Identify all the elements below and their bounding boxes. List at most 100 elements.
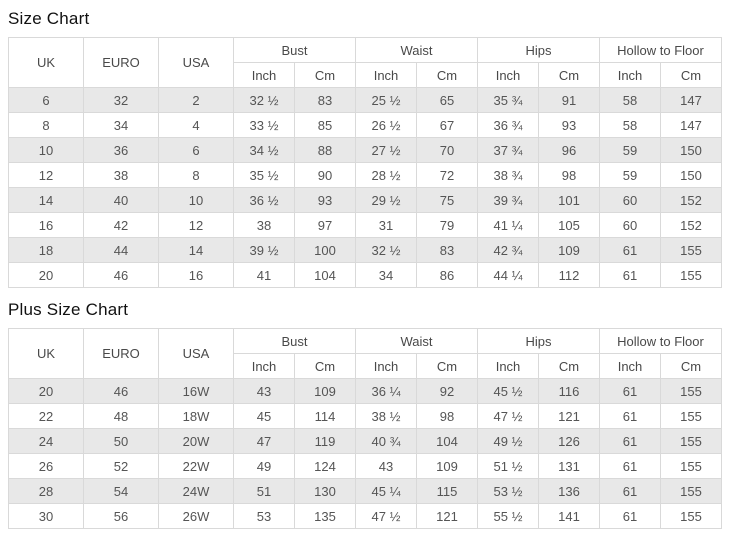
subcolumn-header-inch: Inch (233, 353, 295, 379)
subcolumn-header-cm: Cm (538, 353, 600, 379)
table-cell: 155 (660, 453, 722, 479)
table-cell: 86 (416, 262, 478, 288)
table-cell: 58 (599, 87, 661, 113)
table-row: 10 36 6 34 ½ 88 27 ½ 70 37 ¾ 96 59 150 (8, 137, 722, 163)
table-row: 28 54 24W 51 130 45 ¼ 115 53 ½ 136 61 155 (8, 478, 722, 504)
table-cell: 41 (233, 262, 295, 288)
table-cell: 12 (8, 162, 84, 188)
table-cell: 36 ¾ (477, 112, 539, 138)
column-header-uk: UK (8, 328, 84, 379)
table-cell: 101 (538, 187, 600, 213)
table-row: 30 56 26W 53 135 47 ½ 121 55 ½ 141 61 155 (8, 503, 722, 529)
table-cell: 40 (83, 187, 159, 213)
table-row: 20 46 16 41 104 34 86 44 ¼ 112 61 155 (8, 262, 722, 288)
table-cell: 61 (599, 378, 661, 404)
table-cell: 26 ½ (355, 112, 417, 138)
table-cell: 47 (233, 428, 295, 454)
table-cell: 45 ½ (477, 378, 539, 404)
table-cell: 126 (538, 428, 600, 454)
subcolumn-header-cm: Cm (538, 62, 600, 88)
table-row: 18 44 14 39 ½ 100 32 ½ 83 42 ¾ 109 61 155 (8, 237, 722, 263)
table-cell: 51 (233, 478, 295, 504)
table-cell: 26 (8, 453, 84, 479)
table-cell: 67 (416, 112, 478, 138)
table-cell: 121 (416, 503, 478, 529)
table-cell: 121 (538, 403, 600, 429)
table-cell: 147 (660, 112, 722, 138)
column-header-usa: USA (158, 37, 234, 88)
table-cell: 97 (294, 212, 356, 238)
table-cell: 56 (83, 503, 159, 529)
table-cell: 75 (416, 187, 478, 213)
table-cell: 29 ½ (355, 187, 417, 213)
group-header-hips: Hips (477, 328, 600, 354)
table-cell: 42 ¾ (477, 237, 539, 263)
table-cell: 92 (416, 378, 478, 404)
size-chart-section: Size Chart UK EURO USA Bust Waist Hips Hollow … (8, 9, 722, 288)
group-header-waist: Waist (355, 37, 478, 63)
table-cell: 112 (538, 262, 600, 288)
table-cell: 93 (294, 187, 356, 213)
size-chart-title: Size Chart (8, 9, 90, 28)
table-cell: 10 (8, 137, 84, 163)
table-cell: 44 ¼ (477, 262, 539, 288)
table-cell: 91 (538, 87, 600, 113)
table-cell: 43 (233, 378, 295, 404)
table-cell: 26W (158, 503, 234, 529)
table-cell: 49 (233, 453, 295, 479)
table-cell: 60 (599, 212, 661, 238)
table-cell: 59 (599, 162, 661, 188)
table-cell: 45 (233, 403, 295, 429)
plus-size-chart-section: Plus Size Chart UK EURO USA Bust Waist Hips Ho… (8, 300, 722, 529)
table-cell: 150 (660, 137, 722, 163)
table-cell: 83 (294, 87, 356, 113)
table-cell: 39 ½ (233, 237, 295, 263)
column-header-euro: EURO (83, 37, 159, 88)
table-cell: 115 (416, 478, 478, 504)
table-cell: 61 (599, 453, 661, 479)
table-cell: 34 (83, 112, 159, 138)
table-cell: 105 (538, 212, 600, 238)
table-cell: 4 (158, 112, 234, 138)
table-cell: 16W (158, 378, 234, 404)
table-cell: 155 (660, 478, 722, 504)
table-cell: 10 (158, 187, 234, 213)
table-cell: 155 (660, 237, 722, 263)
table-cell: 65 (416, 87, 478, 113)
table-cell: 36 (83, 137, 159, 163)
table-cell: 38 ½ (355, 403, 417, 429)
table-cell: 37 ¾ (477, 137, 539, 163)
table-cell: 104 (294, 262, 356, 288)
table-cell: 136 (538, 478, 600, 504)
size-chart-table: UK EURO USA Bust Waist Hips Hollow to Floor Inc… (8, 37, 722, 288)
subcolumn-header-cm: Cm (660, 62, 722, 88)
subcolumn-header-inch: Inch (599, 62, 661, 88)
table-cell: 150 (660, 162, 722, 188)
table-cell: 109 (416, 453, 478, 479)
table-cell: 28 (8, 478, 84, 504)
table-cell: 152 (660, 212, 722, 238)
header-row: UK EURO USA Bust Waist Hips Hollow to Floor (8, 37, 722, 88)
table-cell: 8 (8, 112, 84, 138)
table-cell: 152 (660, 187, 722, 213)
table-cell: 42 (83, 212, 159, 238)
group-header-hollow-to-floor: Hollow to Floor (599, 37, 722, 63)
table-cell: 35 ¾ (477, 87, 539, 113)
subcolumn-header-inch: Inch (477, 62, 539, 88)
column-header-usa: USA (158, 328, 234, 379)
table-cell: 24W (158, 478, 234, 504)
table-row: 22 48 18W 45 114 38 ½ 98 47 ½ 121 61 155 (8, 403, 722, 429)
table-cell: 51 ½ (477, 453, 539, 479)
table-cell: 38 ¾ (477, 162, 539, 188)
table-cell: 38 (83, 162, 159, 188)
group-header-hips: Hips (477, 37, 600, 63)
table-cell: 50 (83, 428, 159, 454)
table-cell: 46 (83, 262, 159, 288)
table-cell: 47 ½ (477, 403, 539, 429)
table-cell: 104 (416, 428, 478, 454)
table-cell: 130 (294, 478, 356, 504)
table-row: 12 38 8 35 ½ 90 28 ½ 72 38 ¾ 98 59 150 (8, 162, 722, 188)
table-cell: 14 (158, 237, 234, 263)
table-cell: 27 ½ (355, 137, 417, 163)
